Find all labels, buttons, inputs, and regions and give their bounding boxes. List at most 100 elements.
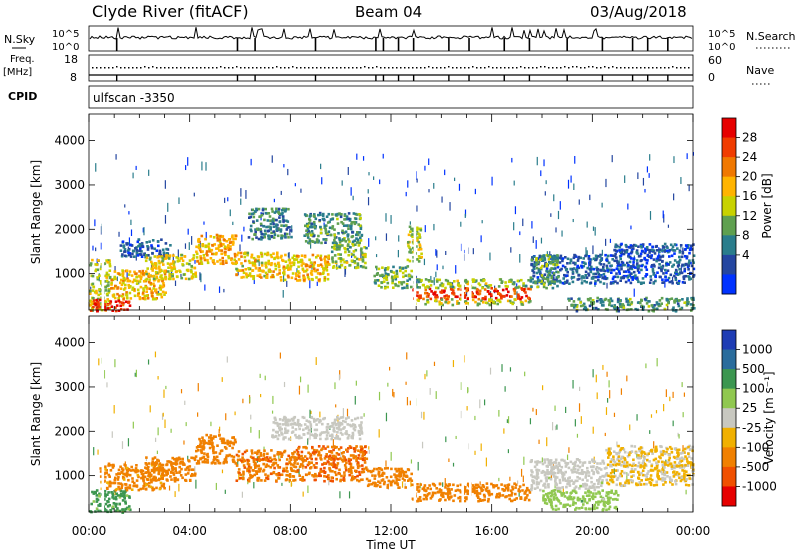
data-block-1-cell [104,475,107,479]
data-block-3-cell [231,436,235,440]
speckle-mark [455,265,457,274]
data-block-3-cell [145,241,149,244]
data-block-2-cell [117,272,121,275]
data-block-5-cell [307,429,311,432]
data-block-6-cell [361,478,364,481]
speckle-mark [378,429,380,438]
data-block-4-cell [153,255,157,258]
speckle-mark [224,197,226,203]
data-block-6-cell [340,474,343,478]
data-block-9-cell [340,213,343,216]
speckle-mark [672,391,674,398]
data-block-7-cell [251,208,255,212]
data-block-16-cell [589,258,593,261]
data-block-19-cell [650,304,654,307]
data-block-7-cell [410,479,414,482]
data-block-8-cell [315,256,318,259]
data-block-1-cell [114,306,117,309]
speckle-mark [250,414,252,420]
data-block-11-cell [382,276,386,280]
data-block-9-cell [307,229,310,233]
data-block-1-cell [103,305,107,309]
speckle-mark [531,221,533,229]
nave-dot [396,67,398,69]
data-block-4-cell [145,277,149,281]
data-block-9-cell [329,218,333,221]
data-block-18-cell [628,255,632,259]
data-block-14-cell [527,279,530,282]
speckle-mark [95,247,97,252]
data-block-16-cell [585,276,589,279]
data-block-19-cell [575,309,579,313]
nave-dot [568,67,570,69]
data-block-2-cell [119,287,123,290]
data-block-7-cell [280,224,283,227]
data-block-19-cell [579,301,582,304]
data-block-6-cell [355,457,358,461]
data-block-2-cell [170,478,173,481]
data-block-10-cell [360,247,363,250]
data-block-4-cell [264,465,268,468]
y-tick-label: 3000 [54,178,85,192]
data-block-11-cell [381,266,384,269]
nave-dot [432,67,434,69]
data-block-13-cell [481,297,485,301]
data-block-4-cell [249,455,253,459]
data-block-10-cell [348,264,351,267]
speckle-mark [200,273,202,283]
data-block-19-cell [622,306,626,309]
speckle-mark [360,250,362,259]
data-block-0-cell [105,274,109,277]
data-block-8-cell [316,268,319,272]
data-block-5-cell [212,236,216,239]
data-block-18-cell [619,263,622,267]
data-block-18-cell [632,247,635,250]
data-block-5-cell [197,246,201,250]
data-block-2-cell [152,282,155,286]
data-block-5-cell [207,242,211,246]
data-block-6-cell [271,275,274,278]
data-block-17-cell [531,277,534,281]
speckle-mark [97,449,99,455]
data-block-2-cell [113,296,117,300]
data-block-9-cell [336,222,340,225]
data-block-16-cell [589,261,592,264]
data-block-6-cell [261,269,265,273]
data-block-5-cell [356,416,360,420]
data-block-3-cell [217,461,221,465]
data-block-11-cell [380,286,383,289]
data-block-9-cell [309,214,312,217]
data-block-18-cell [654,279,657,283]
speckle-mark [296,268,298,277]
data-block-6-cell [343,471,346,474]
data-block-0-cell [98,504,102,507]
data-block-6-cell [349,467,352,470]
data-block-6-cell [338,468,341,472]
data-block-18-cell [637,245,640,248]
data-block-2-cell [167,460,171,463]
data-block-2-cell [174,462,177,465]
data-block-17-cell [548,273,552,277]
data-block-19-cell [613,307,617,311]
data-block-16-cell [588,263,592,266]
speckle-mark [426,370,428,377]
data-block-1-cell [120,486,123,490]
speckle-mark [178,483,180,492]
data-block-9-cell [353,222,357,226]
data-block-5-cell [225,239,229,243]
speckle-mark [636,451,638,458]
data-block-2-cell [124,283,127,287]
data-block-18-cell [635,249,639,252]
data-block-19-cell [656,302,659,306]
data-block-0-cell [111,493,115,497]
data-block-18-cell [673,243,677,246]
data-block-4-cell [237,454,240,458]
data-block-5-cell [351,431,355,435]
data-block-2-cell [146,297,150,300]
speckle-mark [507,449,509,454]
data-block-7-cell [282,224,286,228]
data-block-6-cell [332,457,335,461]
data-block-19-cell [668,298,671,301]
speckle-mark [565,406,567,414]
data-block-6-cell [307,451,310,455]
